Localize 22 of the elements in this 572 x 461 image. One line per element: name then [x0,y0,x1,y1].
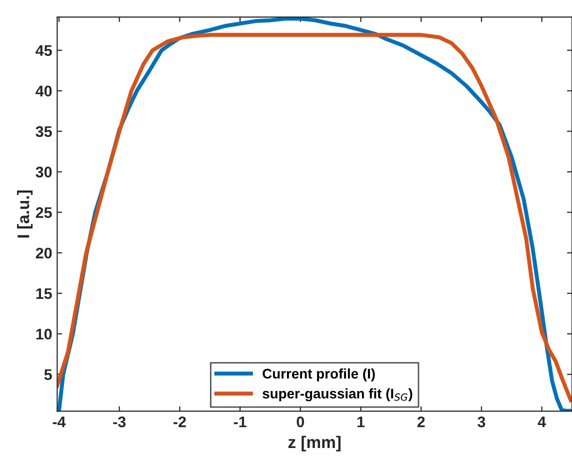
y-axis-title: I [a.u.] [17,190,33,238]
x-tick-label: 3 [478,416,486,428]
legend-label: super-gaussian fit (I$_{SG}$) [262,388,412,402]
y-tick-label: 15 [36,288,52,300]
y-tick-label: 5 [44,369,52,380]
x-tick-label: -2 [174,416,186,428]
y-tick-label: 20 [36,248,52,259]
y-tick-label: 35 [36,126,52,137]
y-tick-label: 45 [36,45,52,56]
y-tick-label: 10 [36,328,52,340]
x-tick-label: -3 [113,416,126,428]
y-tick-label: 30 [36,166,52,178]
x-tick-label: 0 [296,416,304,428]
y-tick-label: 40 [36,86,52,96]
x-tick-label: 2 [417,416,425,428]
y-tick-label: 25 [36,207,52,218]
x-tick-label: -1 [234,416,246,428]
x-axis-title: z [mm] [288,436,341,452]
x-tick-label: -4 [52,416,66,428]
legend-label: Current profile (I) [262,368,375,382]
x-tick-label: 4 [538,416,546,428]
x-tick-label: 1 [357,416,365,428]
